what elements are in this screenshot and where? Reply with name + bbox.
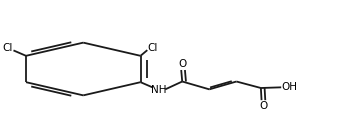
Text: O: O — [179, 59, 187, 69]
Text: O: O — [259, 101, 268, 111]
Text: Cl: Cl — [2, 43, 13, 53]
Text: NH: NH — [151, 85, 167, 95]
Text: OH: OH — [281, 82, 297, 92]
Text: Cl: Cl — [147, 43, 158, 53]
